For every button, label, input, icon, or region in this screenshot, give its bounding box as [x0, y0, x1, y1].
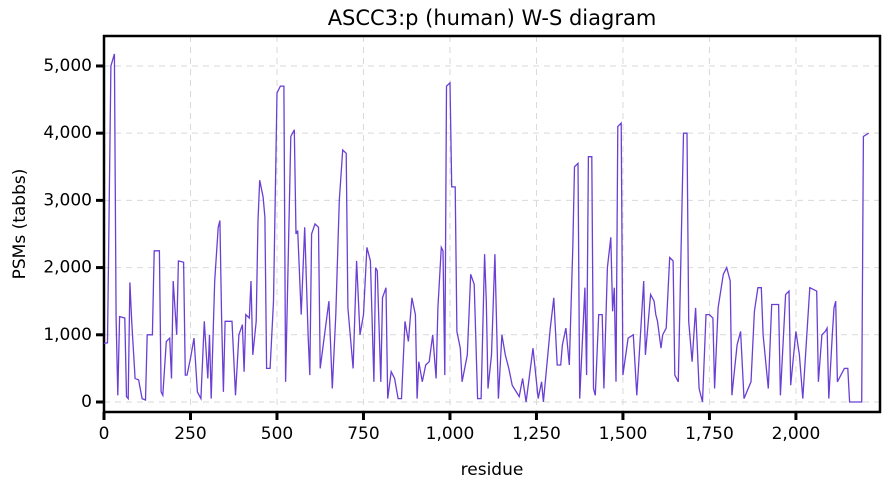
x-tick-label: 250	[174, 424, 206, 444]
plot-frame	[102, 34, 882, 414]
x-tick-label: 1,250	[512, 424, 561, 444]
chart-title: ASCC3:p (human) W-S diagram	[328, 6, 657, 30]
x-tick-label: 1,000	[426, 424, 475, 444]
y-tick-label: 3,000	[43, 190, 92, 210]
x-tick-label: 500	[261, 424, 293, 444]
x-tick-label: 1,500	[599, 424, 648, 444]
data-line	[103, 53, 869, 403]
x-tick-label: 1,750	[685, 424, 734, 444]
x-axis-label: residue	[461, 460, 524, 480]
y-tick-label: 2,000	[43, 258, 92, 278]
y-tick-label: 5,000	[43, 56, 92, 76]
y-tick-label: 1,000	[43, 325, 92, 345]
y-axis-label: PSMs (tabbs)	[10, 169, 30, 280]
y-tick-label: 4,000	[43, 123, 92, 143]
x-tick-label: 750	[347, 424, 379, 444]
x-tick-label: 2,000	[772, 424, 821, 444]
x-tick-label: 0	[99, 424, 110, 444]
y-tick-label: 0	[81, 392, 92, 412]
